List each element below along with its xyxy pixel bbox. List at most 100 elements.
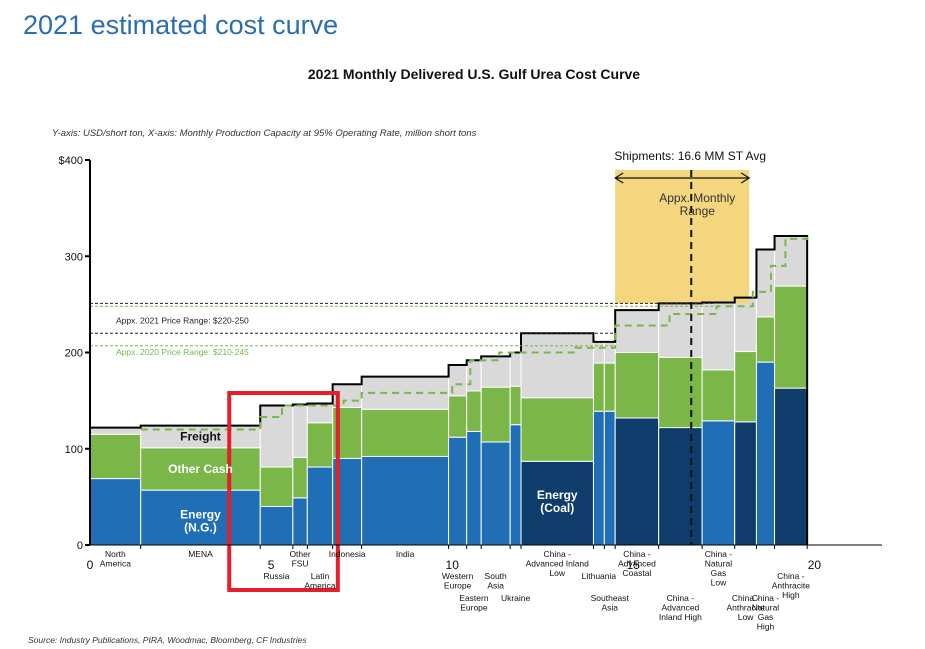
bar-other-cash xyxy=(734,351,757,423)
category-label: South Asia xyxy=(485,571,507,591)
bar-energy xyxy=(603,410,616,546)
category-label: Eastern Europe xyxy=(459,593,489,613)
category-label: Latin America xyxy=(304,571,335,591)
bar-freight xyxy=(701,301,736,371)
bar-other-cash xyxy=(259,466,294,508)
category-label: Western Europe xyxy=(442,571,474,591)
bar-other-cash xyxy=(361,408,450,457)
bar-freight xyxy=(292,403,308,458)
category-label: India xyxy=(396,549,415,559)
bar-freight xyxy=(614,309,660,353)
bar-freight xyxy=(509,352,522,387)
shipments-label: Shipments: 16.6 MM ST Avg xyxy=(614,149,766,163)
bar-other-cash xyxy=(480,386,511,443)
bar-energy xyxy=(480,441,511,546)
category-label: China -Natural Gas Low xyxy=(705,549,733,588)
bar-energy xyxy=(658,427,703,546)
bar-other-cash xyxy=(614,352,660,419)
bar-freight xyxy=(520,332,594,399)
category-label: Lithuania xyxy=(582,571,617,581)
bar-other-cash xyxy=(520,397,594,462)
category-label: Southeast Asia xyxy=(591,593,630,613)
bar-energy xyxy=(466,430,482,546)
x-tick-label: 0 xyxy=(87,558,94,572)
price-range-label: Appx. 2020 Price Range: $210-245 xyxy=(116,347,249,357)
category-label: MENA xyxy=(188,549,213,559)
freight-label: Freight xyxy=(180,430,221,444)
y-tick-label: 0 xyxy=(77,540,83,552)
page-title: 2021 estimated cost curve xyxy=(23,10,339,40)
bar-energy xyxy=(509,424,522,546)
category-label: China -Advanced Inland Low xyxy=(526,549,590,578)
shipments-range-label: Appx. Monthly Range xyxy=(659,191,735,218)
category-label: China -Advanced Inland High xyxy=(659,593,702,622)
bar-energy xyxy=(89,478,142,546)
other-cash-label: Other Cash xyxy=(168,462,233,476)
bar-energy xyxy=(361,455,450,546)
overlay-group xyxy=(89,170,809,592)
price-range-label: Appx. 2021 Price Range: $220-250 xyxy=(116,315,249,325)
category-label: China -Natural Gas High xyxy=(752,593,780,632)
category-label: Russia xyxy=(264,571,290,581)
energy-ng-label: Energy (N.G.) xyxy=(180,508,221,535)
x-tick-label: 20 xyxy=(808,558,822,572)
shipments-arrow-left xyxy=(614,172,624,184)
bar-other-cash xyxy=(89,433,142,480)
bar-freight xyxy=(658,302,703,358)
bar-freight xyxy=(592,341,605,364)
shipments-arrow-right xyxy=(740,172,751,184)
y-tick-label: $400 xyxy=(59,155,83,167)
y-tick-label: 300 xyxy=(65,251,83,263)
bar-freight xyxy=(603,341,616,364)
bar-energy xyxy=(592,410,605,546)
labels-group: Appx. 2021 Price Range: $220-250 Appx. 20… xyxy=(59,149,822,632)
bar-freight xyxy=(466,359,482,392)
axis-note: Y-axis: USD/short ton, X-axis: Monthly P… xyxy=(52,128,477,139)
x-tick-label: 5 xyxy=(268,558,275,572)
category-label: China -Anthracite High xyxy=(772,571,811,600)
bar-energy xyxy=(734,421,757,546)
bar-other-cash xyxy=(592,362,605,412)
bar-other-cash xyxy=(774,285,808,389)
bar-energy xyxy=(306,466,334,546)
bar-energy xyxy=(292,497,308,546)
bar-energy xyxy=(774,387,808,546)
category-label: North America xyxy=(100,549,131,569)
bar-other-cash xyxy=(509,385,522,426)
bar-energy xyxy=(614,417,660,546)
bar-other-cash xyxy=(306,422,334,468)
bar-energy xyxy=(448,436,468,546)
chart-title: 2021 Monthly Delivered U.S. Gulf Urea Co… xyxy=(308,66,640,82)
bar-other-cash xyxy=(466,390,482,432)
energy-coal-label: Energy (Coal) xyxy=(537,488,578,515)
bar-other-cash xyxy=(701,369,736,422)
axes-group xyxy=(85,159,882,549)
bar-other-cash xyxy=(292,456,308,499)
bar-energy xyxy=(701,420,736,546)
bar-other-cash xyxy=(140,447,261,491)
bar-other-cash xyxy=(448,395,468,438)
russia-highlight-box xyxy=(227,391,340,592)
shipment-range-box xyxy=(615,170,750,304)
bar-energy xyxy=(755,361,776,546)
category-label: Indonesia xyxy=(329,549,366,559)
cost-curve-line xyxy=(89,235,809,545)
category-label: Ukraine xyxy=(501,593,531,603)
source-note: Source: Industry Publications, PIRA, Woo… xyxy=(28,635,307,645)
category-label: China -Anthracite Low xyxy=(726,593,765,622)
bar-freight xyxy=(259,404,294,468)
y-tick-label: 200 xyxy=(65,348,83,360)
bar-other-cash xyxy=(755,316,776,363)
bar-freight xyxy=(774,235,808,287)
bar-other-cash xyxy=(658,356,703,429)
bar-energy xyxy=(259,506,294,546)
category-label: Other FSU xyxy=(289,549,310,569)
y-tick-label: 100 xyxy=(65,444,83,456)
bar-freight xyxy=(755,249,776,318)
category-label: China -Advanced Coastal xyxy=(618,549,656,578)
x-tick-label: 10 xyxy=(446,558,460,572)
bar-other-cash xyxy=(603,362,616,412)
x-tick-label: 15 xyxy=(627,558,641,572)
bar-freight xyxy=(89,427,142,435)
